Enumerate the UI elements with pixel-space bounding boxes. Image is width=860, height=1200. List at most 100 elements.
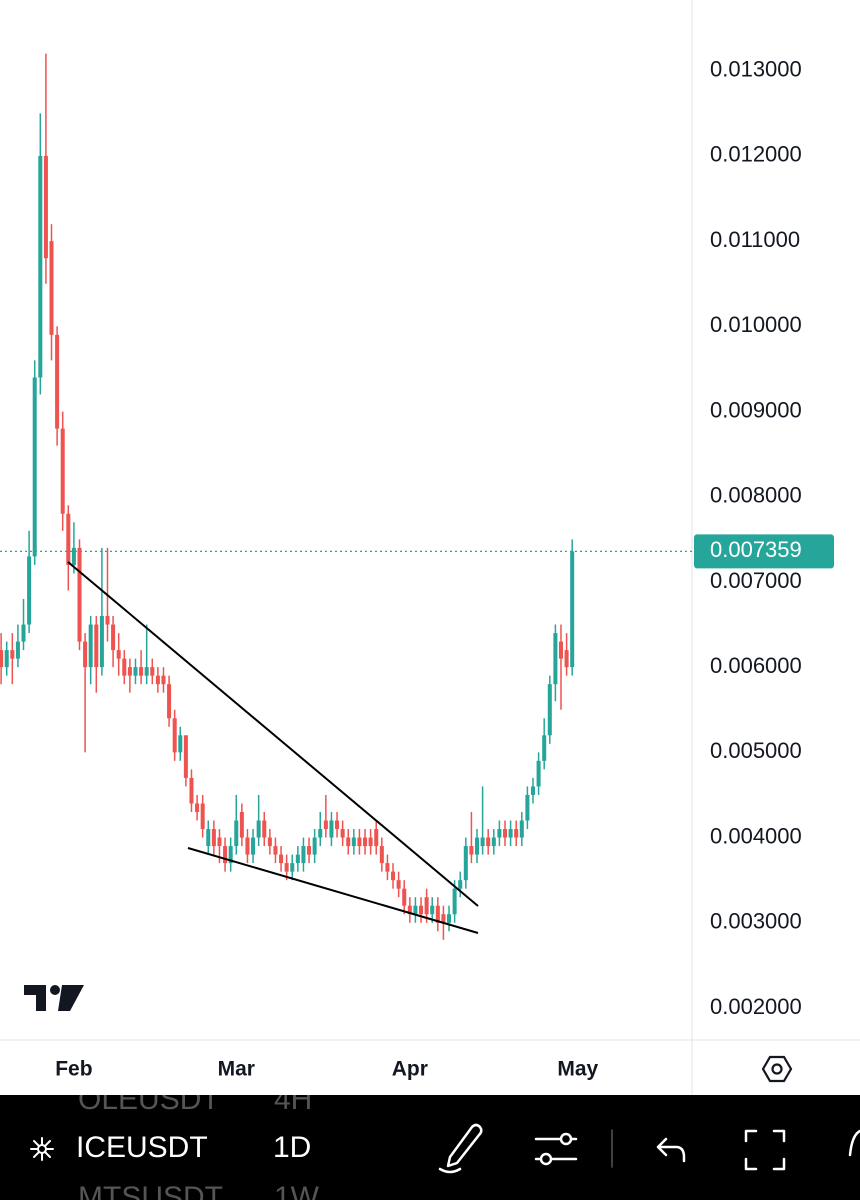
y-tick-label: 0.011000	[710, 227, 800, 252]
candle-body	[144, 667, 149, 676]
candle-body	[570, 551, 575, 668]
candle-body	[525, 794, 530, 821]
candle-body	[519, 820, 524, 838]
candle-body	[83, 641, 88, 668]
candle-body	[172, 718, 177, 753]
candle-body	[4, 650, 9, 668]
candle-body	[217, 837, 222, 847]
candle-body	[497, 829, 502, 838]
candle-body	[396, 880, 401, 889]
candle-body	[77, 547, 82, 642]
candle-body	[441, 914, 446, 923]
candle-body	[402, 888, 407, 906]
draw-button[interactable]	[438, 1123, 483, 1174]
candle-body	[474, 837, 480, 855]
candle-body	[346, 837, 351, 847]
y-tick-label: 0.003000	[710, 909, 802, 934]
settings-button[interactable]	[761, 1055, 793, 1083]
candle-body	[267, 837, 272, 847]
candle-body	[508, 829, 513, 838]
candle-body	[43, 155, 48, 259]
interval[interactable]: 1D	[273, 1131, 312, 1164]
candle-body	[10, 650, 15, 659]
candle-body	[435, 905, 440, 923]
candle-body	[167, 684, 172, 719]
settings-icon[interactable]	[761, 1055, 793, 1083]
candle-body	[547, 684, 552, 736]
candle-body	[385, 863, 390, 872]
candle-body	[155, 675, 160, 685]
y-tick-label: 0.013000	[710, 57, 802, 82]
candle-body	[368, 837, 373, 847]
candle-body	[536, 760, 541, 787]
interval-picker-item[interactable]: 4H	[274, 1095, 313, 1116]
candle-body	[351, 837, 356, 847]
bottom-toolbar: OLEUSDT 4H ICEUSDT 1D MTSUSDT 1W	[0, 1095, 860, 1200]
undo-button[interactable]	[656, 1137, 686, 1163]
candle-body	[530, 786, 536, 795]
candle-body	[178, 735, 183, 753]
candle-body	[318, 829, 323, 838]
candle-body	[27, 556, 32, 625]
indicators-button[interactable]	[534, 1132, 578, 1166]
candle-body	[55, 334, 60, 429]
x-tick-label: Feb	[55, 1058, 92, 1081]
candle-body	[273, 846, 278, 855]
candle-body	[514, 829, 519, 838]
candle-body	[228, 846, 233, 864]
candle-body	[251, 837, 256, 855]
candle-body	[49, 241, 54, 335]
settings-icon-center[interactable]	[771, 1063, 783, 1075]
interval-picker-item[interactable]: 1W	[274, 1181, 319, 1200]
candle-body	[558, 641, 564, 659]
candle-body	[413, 905, 418, 915]
candle-body	[21, 624, 26, 642]
y-tick-label: 0.008000	[710, 483, 802, 508]
candle-body	[133, 667, 138, 676]
y-tick-label: 0.005000	[710, 738, 802, 763]
candle-body	[391, 871, 396, 881]
candle-body	[111, 624, 116, 651]
candle-body	[279, 854, 284, 864]
candle-body	[335, 820, 340, 830]
candle-body	[206, 829, 211, 847]
candle-body	[127, 667, 132, 676]
candle-body	[469, 846, 474, 855]
overflow-button[interactable]	[848, 1129, 860, 1157]
candle-body	[211, 829, 216, 847]
candle-body	[290, 863, 295, 872]
candle-body	[553, 633, 558, 685]
symbol-picker-item[interactable]: MTSUSDT	[78, 1181, 223, 1200]
symbol-name[interactable]: ICEUSDT	[76, 1131, 208, 1164]
candle-body	[239, 811, 244, 838]
candle-body	[480, 837, 485, 847]
fullscreen-button[interactable]	[744, 1129, 786, 1171]
candle-body	[564, 650, 569, 668]
candle-body	[363, 837, 368, 847]
candle-body	[542, 735, 547, 761]
candle-body	[189, 777, 194, 804]
candle-body	[430, 905, 435, 915]
candle-body	[122, 658, 127, 676]
symbol-picker-item[interactable]: OLEUSDT	[78, 1095, 220, 1116]
candle-body	[307, 846, 312, 855]
trend-line	[187, 847, 479, 934]
y-tick-label: 0.012000	[710, 142, 802, 167]
candle-body	[419, 905, 424, 915]
candle-body	[340, 829, 345, 838]
candle-body	[66, 513, 71, 565]
candle-body	[139, 667, 144, 676]
last-price-label: 0.007359	[710, 537, 802, 562]
candle-body	[357, 837, 362, 847]
candle-body	[234, 820, 239, 847]
candle-body	[486, 837, 491, 847]
candle-body	[200, 803, 205, 830]
candle-body	[256, 820, 261, 838]
y-tick-label: 0.009000	[710, 397, 802, 422]
candle-body	[245, 837, 250, 855]
x-tick-label: Mar	[218, 1058, 255, 1081]
candle-body	[323, 820, 328, 830]
candle-body	[195, 803, 200, 812]
last-price-badge	[694, 534, 834, 569]
